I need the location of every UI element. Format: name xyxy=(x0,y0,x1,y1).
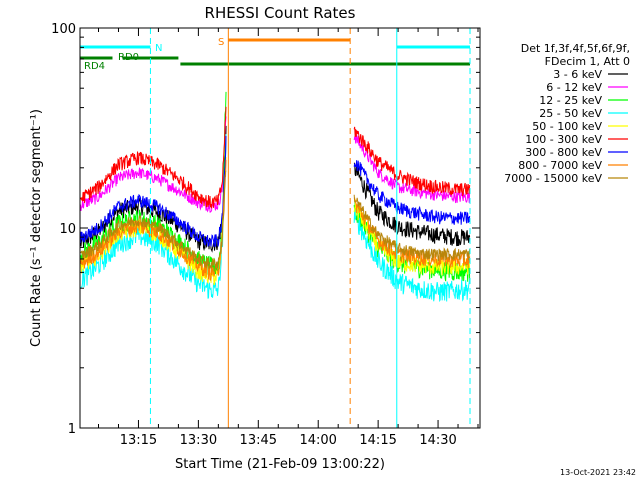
series-100-to-300kev xyxy=(80,106,471,209)
legend-label-6: 100 - 300 keV xyxy=(525,133,602,146)
x-tick-label-14:30: 14:30 xyxy=(419,433,456,448)
legend-label-4: 25 - 50 keV xyxy=(539,107,602,120)
flag-label-rd4: RD4 xyxy=(84,61,105,72)
legend-label-2: 6 - 12 keV xyxy=(546,81,602,94)
legend-label-7: 300 - 800 keV xyxy=(525,146,602,159)
x-axis-label: Start Time (21-Feb-09 13:00:22) xyxy=(175,457,385,472)
flag-bars: NRD0RD4S xyxy=(80,37,471,72)
timestamp: 13-Oct-2021 23:42 xyxy=(560,468,636,477)
series-line-6-segment-2 xyxy=(353,126,471,197)
x-tick-label-14:15: 14:15 xyxy=(359,433,396,448)
y-tick-label-10: 10 xyxy=(59,222,76,237)
legend-label-3: 12 - 25 keV xyxy=(539,94,602,107)
legend-header-line-2: FDecim 1, Att 0 xyxy=(545,55,630,68)
legend: Det 1f,3f,4f,5f,6f,9f, FDecim 1, Att 0 3… xyxy=(504,42,630,185)
y-tick-label-1: 1 xyxy=(68,422,76,437)
series-line-9-segment-1 xyxy=(80,170,227,270)
legend-header-line-1: Det 1f,3f,4f,5f,6f,9f, xyxy=(521,42,630,55)
series-7000-to-15000kev xyxy=(80,170,471,270)
series-line-9-segment-2 xyxy=(353,194,471,262)
x-tick-label-14:00: 14:00 xyxy=(299,433,336,448)
chart-title: RHESSI Count Rates xyxy=(205,4,356,22)
series-line-8-segment-1 xyxy=(80,159,227,281)
series-line-7-segment-2 xyxy=(353,160,471,225)
x-tick-label-13:30: 13:30 xyxy=(180,433,217,448)
series-line-7-segment-1 xyxy=(80,136,227,247)
flag-label-n: N xyxy=(155,43,162,54)
axis-ticks: 13:15 13:30 13:45 14:00 14:15 14:30 1 10 100 xyxy=(51,22,480,448)
legend-label-1: 3 - 6 keV xyxy=(553,68,602,81)
legend-label-5: 50 - 100 keV xyxy=(532,120,602,133)
y-tick-label-100: 100 xyxy=(51,22,76,37)
legend-label-8: 800 - 7000 keV xyxy=(518,159,602,172)
series-line-4-segment-2 xyxy=(353,208,471,303)
flag-label-s: S xyxy=(218,37,224,48)
series-line-6-segment-1 xyxy=(80,106,227,209)
legend-label-9: 7000 - 15000 keV xyxy=(504,172,602,185)
series-line-2-segment-2 xyxy=(353,134,471,204)
x-tick-label-13:45: 13:45 xyxy=(240,433,277,448)
series-300-to-800kev xyxy=(80,136,471,247)
series-line-2-segment-1 xyxy=(80,116,227,213)
x-tick-label-13:15: 13:15 xyxy=(120,433,157,448)
series-layer xyxy=(80,91,471,303)
series-line-1-segment-2 xyxy=(353,162,471,247)
y-axis-label: Count Rate (s⁻¹ detector segment⁻¹) xyxy=(29,109,44,347)
